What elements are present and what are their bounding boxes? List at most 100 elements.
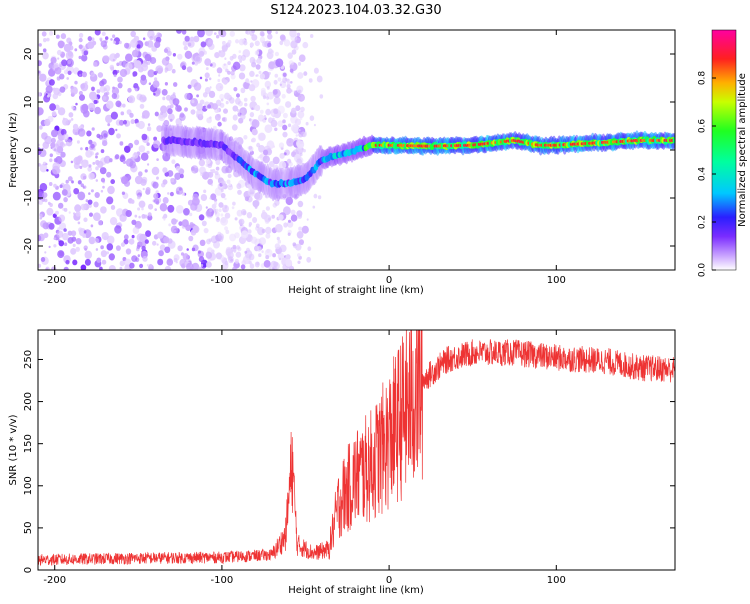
- spectrogram-noise-cell: [97, 72, 104, 78]
- spectrogram-noise-cell: [200, 264, 204, 267]
- spectrogram-noise-cell: [181, 65, 187, 71]
- spectrogram-noise-cell: [127, 95, 136, 104]
- spectrogram-noise-cell: [108, 253, 116, 261]
- spectrogram-noise-cell: [240, 264, 246, 270]
- spectrogram-noise-cell: [205, 251, 211, 257]
- spectrogram-noise-cell: [265, 233, 271, 239]
- spectrogram-noise-cell: [198, 50, 205, 57]
- spectrogram-noise-cell: [237, 55, 242, 60]
- spectrogram-noise-cell: [164, 82, 168, 86]
- spectrogram-noise-cell: [52, 165, 60, 175]
- spectrogram-noise-cell: [265, 206, 270, 211]
- spectrogram-noise-cell: [96, 152, 99, 156]
- spectrogram-noise-cell: [158, 250, 164, 257]
- spectrogram-noise-cell: [288, 140, 292, 144]
- spectrogram-noise-cell: [266, 96, 269, 100]
- spectrogram-noise-cell: [102, 140, 108, 147]
- spectrogram-noise-cell: [285, 259, 293, 267]
- snr-line: [38, 330, 675, 567]
- spectrogram-noise-cell: [157, 258, 164, 266]
- spectrogram-noise-cell: [60, 33, 67, 40]
- spectrogram-noise-cell: [273, 88, 281, 98]
- spectrogram-noise-cell: [167, 204, 175, 213]
- spectrogram-noise-cell: [154, 111, 159, 117]
- spectrogram-noise-cell: [244, 102, 248, 107]
- spectrogram-noise-cell: [227, 173, 232, 179]
- spectrogram-noise-cell: [119, 155, 126, 163]
- spectrogram-noise-cell: [255, 74, 258, 77]
- spectrogram-noise-cell: [134, 88, 138, 92]
- spectrogram-noise-cell: [248, 84, 256, 92]
- spectrogram-noise-cell: [220, 217, 227, 224]
- snr-xlabel: Height of straight line (km): [288, 585, 424, 596]
- spectrogram-noise-cell: [249, 56, 256, 64]
- spectrogram-noise-cell: [63, 69, 69, 75]
- spectrogram-noise-cell: [263, 260, 271, 268]
- spectrogram-noise-cell: [40, 257, 46, 262]
- spectrogram-noise-cell: [251, 107, 254, 110]
- spectrogram-noise-cell: [160, 111, 164, 116]
- spectrogram-noise-cell: [191, 247, 196, 252]
- spectrogram-noise-cell: [232, 201, 236, 206]
- spectrogram-noise-cell: [232, 61, 241, 70]
- spectrogram-noise-cell: [45, 162, 48, 166]
- spectrogram-noise-cell: [90, 224, 94, 228]
- spectrogram-noise-cell: [290, 214, 298, 222]
- spectrogram-noise-cell: [74, 80, 78, 85]
- spectrogram-noise-cell: [173, 82, 178, 87]
- spectrogram-noise-cell: [254, 191, 263, 201]
- spectrogram-noise-cell: [258, 145, 265, 153]
- snr-background: [38, 330, 675, 570]
- spectrogram-noise-cell: [195, 52, 199, 57]
- spectrogram-noise-cell: [153, 193, 159, 200]
- spectrogram-noise-cell: [63, 207, 68, 212]
- spectrogram-noise-cell: [88, 164, 92, 168]
- spectrogram-noise-cell: [272, 156, 280, 165]
- spectrogram-noise-cell: [156, 176, 159, 180]
- spectrogram-noise-cell: [46, 37, 50, 42]
- spectrogram-noise-cell: [61, 189, 68, 196]
- spectrogram-noise-cell: [107, 123, 111, 127]
- spectrogram-noise-cell: [245, 30, 248, 34]
- spectrogram-noise-cell: [309, 115, 315, 121]
- spectrogram-noise-cell: [75, 238, 82, 245]
- spectrogram-noise-cell: [89, 91, 97, 100]
- spectrogram-noise-cell: [131, 234, 135, 239]
- spectrogram-noise-cell: [160, 105, 168, 114]
- spectrogram-noise-cell: [239, 59, 242, 63]
- spectrogram-noise-cell: [296, 158, 303, 166]
- spectrogram-noise-cell: [166, 94, 172, 101]
- y-tick-label: 150: [23, 434, 34, 453]
- spectrogram-noise-cell: [152, 181, 159, 189]
- spectrogram-noise-cell: [252, 200, 256, 204]
- spectrogram-noise-cell: [111, 93, 118, 99]
- spectrogram-noise-cell: [65, 259, 70, 265]
- spectrogram-noise-cell: [291, 107, 297, 114]
- spectrogram-noise-cell: [146, 40, 154, 48]
- spectrogram-noise-cell: [48, 222, 55, 230]
- spectrogram-noise-cell: [167, 50, 172, 56]
- spectrogram-noise-cell: [221, 180, 226, 186]
- spectrogram-noise-cell: [255, 64, 261, 70]
- spectrogram-noise-cell: [49, 31, 54, 36]
- spectrogram-noise-cell: [53, 237, 57, 241]
- spectrogram-noise-cell: [261, 228, 266, 234]
- spectrogram-noise-cell: [198, 159, 206, 167]
- spectrogram-noise-cell: [100, 245, 104, 250]
- spectrogram-noise-cell: [149, 57, 157, 64]
- spectrogram-noise-cell: [218, 235, 222, 239]
- spectrogram-noise-cell: [312, 205, 316, 209]
- spectrogram-noise-cell: [205, 206, 208, 209]
- spectrogram-noise-cell: [232, 244, 237, 250]
- spectrogram-noise-cell: [171, 68, 176, 74]
- spectrogram-noise-cell: [46, 207, 54, 216]
- spectrogram-noise-cell: [224, 205, 228, 209]
- spectrogram-noise-cell: [147, 212, 152, 217]
- spectrogram-noise-cell: [163, 218, 166, 221]
- spectrogram-noise-cell: [155, 70, 158, 74]
- spectrogram-noise-cell: [218, 233, 224, 241]
- spectrogram-noise-cell: [265, 226, 272, 234]
- spectrogram-noise-cell: [220, 98, 224, 102]
- spectrogram-noise-cell: [282, 131, 288, 138]
- spectrogram-noise-cell: [200, 194, 208, 201]
